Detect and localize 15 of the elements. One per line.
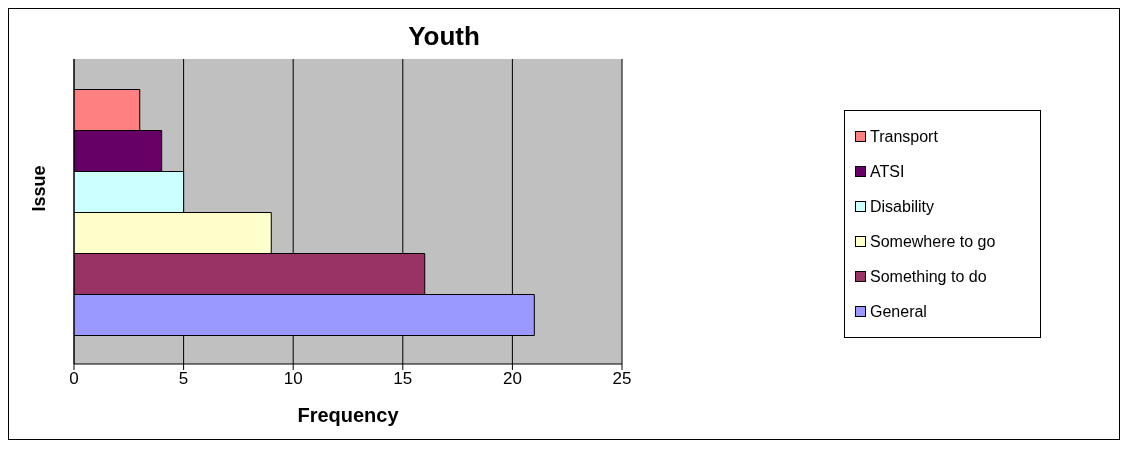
x-tick-label: 20 [502,369,522,389]
x-tick-label: 10 [283,369,303,389]
x-tick-label: 0 [69,369,79,389]
x-tick-label: 25 [612,369,632,389]
x-axis-title: Frequency [297,404,400,426]
legend-label: General [870,302,927,322]
legend-label: Transport [870,127,938,147]
y-axis-title: Issue [29,165,50,212]
legend-label: Something to do [870,267,987,287]
x-tick-label: 15 [393,369,413,389]
x-tick-label: 5 [178,369,189,389]
chart-title: Youth [407,21,481,52]
legend-label: Somewhere to go [870,232,996,252]
legend-label: Disability [870,197,935,217]
legend-label: ATSI [870,162,905,182]
